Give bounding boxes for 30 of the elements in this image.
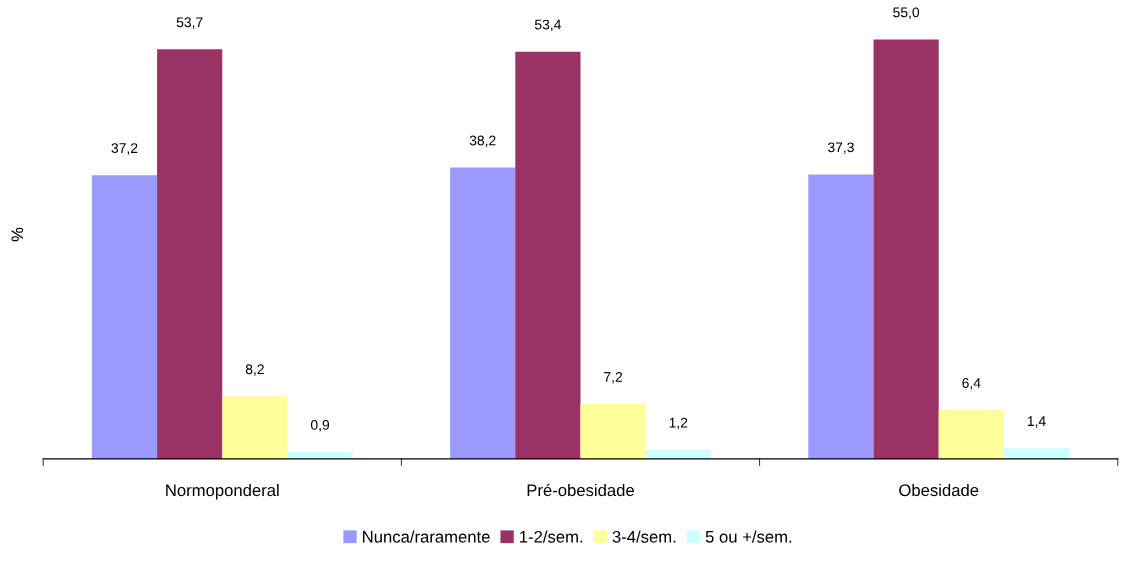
bar — [91, 175, 158, 459]
data-label: 38,2 — [469, 135, 496, 148]
bar — [1003, 448, 1070, 459]
data-label: 37,2 — [111, 143, 138, 155]
bar — [450, 167, 516, 459]
y-axis-title: % — [11, 227, 24, 242]
data-label: 53,7 — [176, 17, 203, 29]
data-label: 1,4 — [1027, 416, 1046, 428]
bar — [157, 49, 223, 459]
bar — [873, 39, 939, 459]
data-label: 6,4 — [962, 378, 981, 390]
data-label: 37,3 — [827, 142, 854, 154]
bar — [808, 174, 874, 459]
legend-label: 5 ou +/sem. — [705, 530, 792, 543]
bar — [222, 396, 288, 459]
legend-label: Nunca/raramente — [363, 530, 490, 543]
data-label: 1,2 — [669, 417, 688, 430]
data-label: 55,0 — [893, 7, 920, 19]
data-label: 53,4 — [534, 19, 562, 32]
data-label: 7,2 — [604, 371, 623, 384]
bar — [515, 51, 581, 459]
data-label: 0,9 — [310, 420, 330, 432]
x-tick-label: Obesidade — [899, 483, 979, 497]
data-label: 8,2 — [245, 364, 264, 376]
bar — [938, 410, 1004, 459]
x-tick-label: Normoponderal — [166, 483, 279, 500]
legend-label: 1-2/sem. — [520, 530, 583, 543]
legend-label: 3-4/sem. — [612, 530, 676, 543]
bar — [580, 403, 646, 459]
x-tick-label: Pré-obesidade — [527, 483, 634, 497]
